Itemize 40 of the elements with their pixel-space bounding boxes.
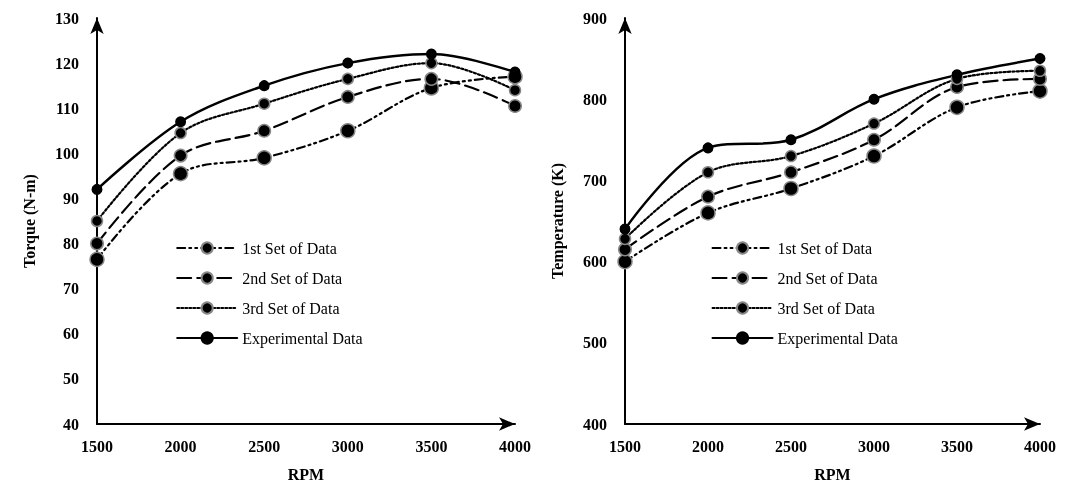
x-tick-label: 3500 xyxy=(941,437,973,455)
legend-label: 3rd Set of Data xyxy=(242,299,340,317)
y-tick-label: 900 xyxy=(583,9,607,27)
legend-label: 1st Set of Data xyxy=(242,239,337,257)
legend-label: Experimental Data xyxy=(242,329,363,348)
legend-label: Experimental Data xyxy=(777,329,898,348)
y-tick-label: 700 xyxy=(583,171,607,189)
y-tick-label: 70 xyxy=(63,280,79,298)
x-tick-label: 1500 xyxy=(81,437,113,455)
x-axis-title: RPM xyxy=(814,465,851,483)
x-axis-title: RPM xyxy=(287,465,325,483)
legend-label: 2nd Set of Data xyxy=(777,269,878,287)
y-tick-label: 100 xyxy=(55,144,79,162)
y-tick-label: 500 xyxy=(583,334,607,352)
y-axis-title: Torque (N-m) xyxy=(20,174,39,268)
x-tick-label: 2000 xyxy=(692,437,724,455)
x-tick-label: 2500 xyxy=(248,437,281,455)
y-tick-label: 60 xyxy=(63,325,79,343)
y-tick-label: 80 xyxy=(63,235,79,253)
x-tick-label: 4000 xyxy=(499,437,531,455)
x-tick-label: 3000 xyxy=(858,437,890,455)
y-tick-label: 400 xyxy=(583,415,607,433)
legend-label: 1st Set of Data xyxy=(777,239,873,257)
y-tick-label: 120 xyxy=(55,54,79,72)
legend-label: 3rd Set of Data xyxy=(777,299,875,317)
x-tick-label: 1500 xyxy=(609,437,641,455)
y-tick-label: 90 xyxy=(63,189,79,207)
x-tick-label: 4000 xyxy=(1024,437,1056,455)
y-tick-label: 800 xyxy=(583,90,607,108)
y-tick-label: 50 xyxy=(63,370,79,388)
x-tick-label: 2500 xyxy=(775,437,807,455)
x-tick-label: 3500 xyxy=(415,437,448,455)
legend-label: 2nd Set of Data xyxy=(242,269,343,287)
y-tick-label: 40 xyxy=(63,415,79,433)
y-tick-label: 130 xyxy=(55,9,79,27)
x-tick-label: 3000 xyxy=(331,437,364,455)
y-axis-title: Temperature (K) xyxy=(548,163,567,279)
y-tick-label: 110 xyxy=(55,99,79,117)
y-tick-label: 600 xyxy=(583,253,607,271)
x-tick-label: 2000 xyxy=(164,437,197,455)
